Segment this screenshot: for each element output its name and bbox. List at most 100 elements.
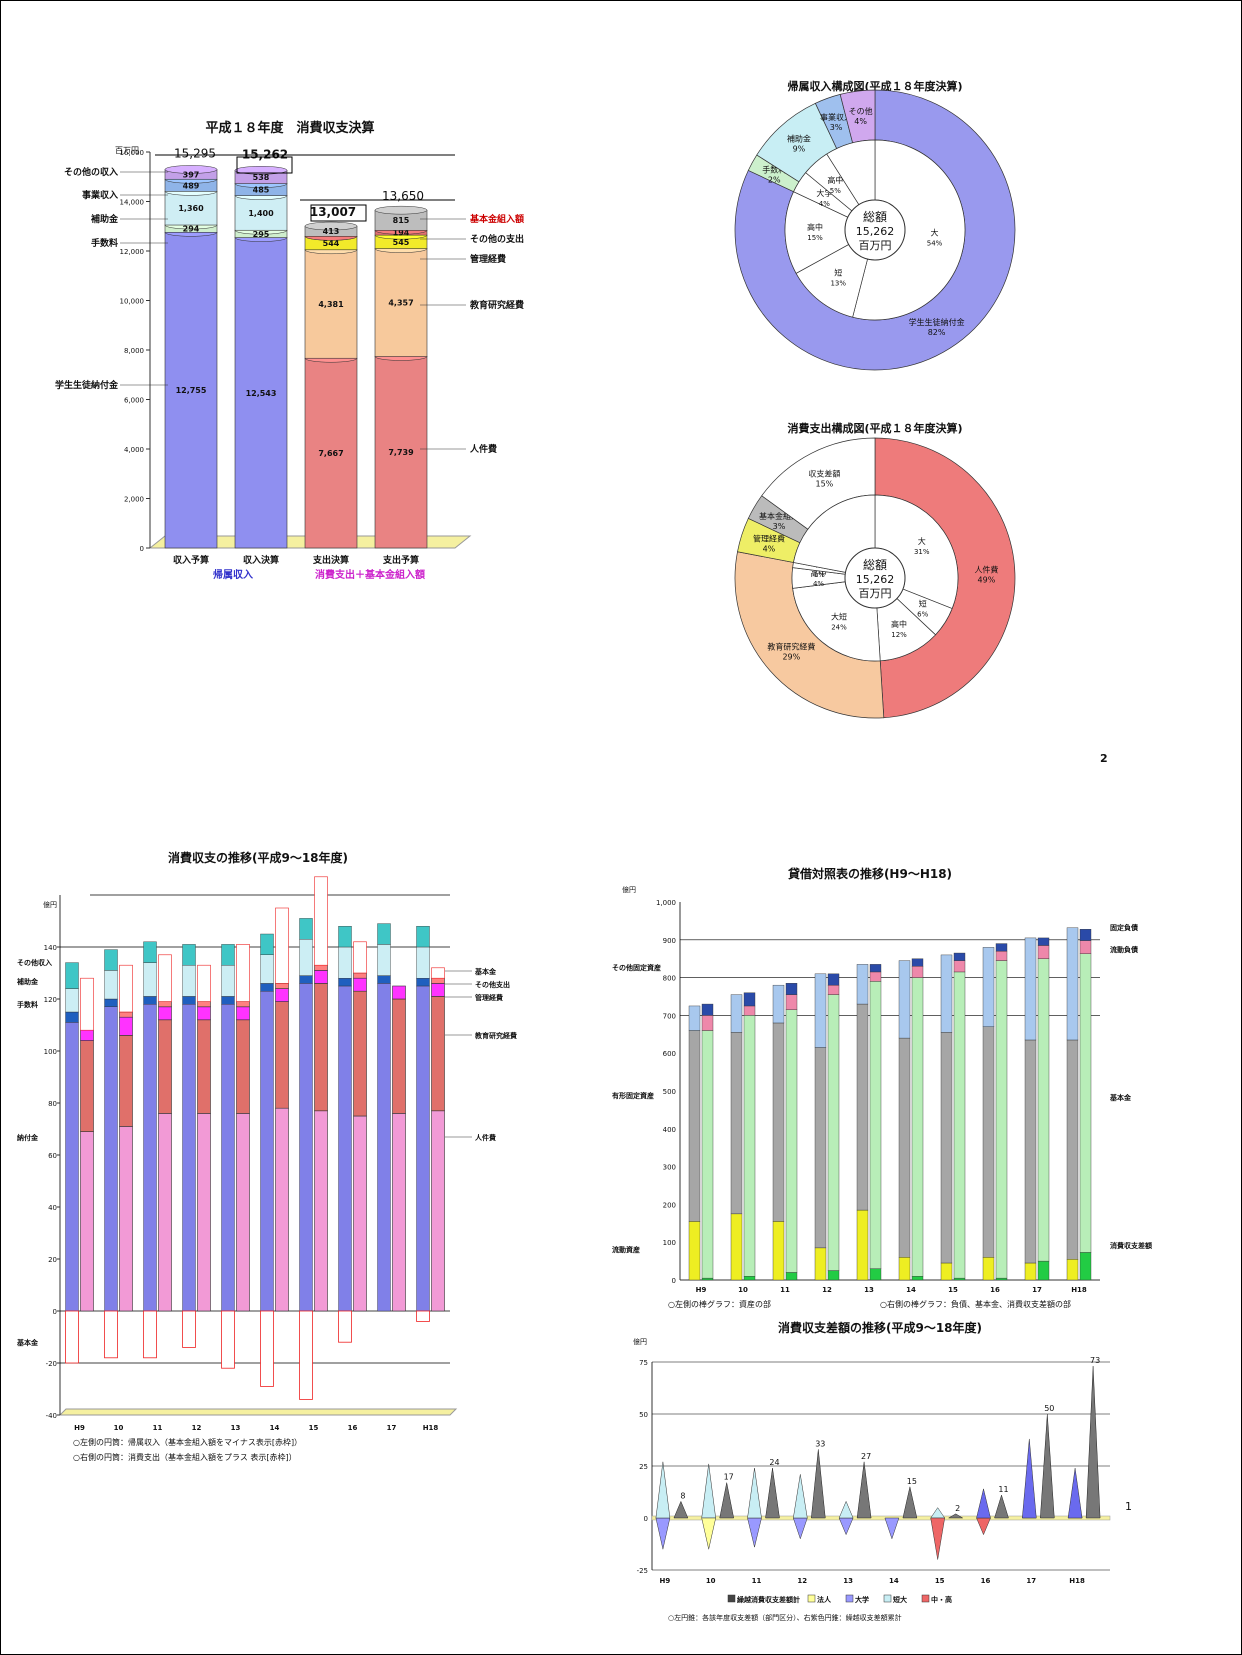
bar-segment (353, 990, 367, 1117)
pie-center (844, 199, 906, 261)
bar-segment (353, 941, 367, 974)
bar-segment (995, 950, 1008, 961)
legend-label: 中・高 (931, 1595, 952, 1604)
footnote: ○左側の円筒：帰属収入（基本金組入額をマイナス表示[赤枠]） (73, 1437, 302, 1447)
bar-segment (374, 356, 428, 549)
bar-segment (221, 964, 235, 997)
x-tick-label: 15 (935, 1577, 945, 1585)
bar-segment (143, 1003, 157, 1312)
bar-segment (314, 964, 328, 971)
bar-segment (1066, 1259, 1079, 1281)
bar-segment (785, 983, 798, 995)
slice-pct: 15% (815, 480, 833, 489)
y-tick-label: 120 (44, 996, 57, 1004)
bar-segment (314, 983, 328, 1112)
chart-title: 帰属収入構成図(平成１８年度決算) (787, 79, 962, 93)
left-annotation: その他の収入 (64, 166, 118, 178)
slice-pct: 49% (978, 575, 996, 584)
cone-component (701, 1517, 717, 1550)
slice-pct: 29% (782, 653, 800, 662)
cumulative-label: 33 (815, 1439, 825, 1448)
x-tick-label: 17 (1026, 1577, 1036, 1585)
bar-segment (1079, 940, 1092, 954)
bar-segment (338, 925, 352, 948)
y-tick-label: 75 (639, 1359, 648, 1367)
bar-total-label: 15,295 (174, 146, 216, 160)
bar-segment (104, 949, 118, 971)
bar-segment (785, 1009, 798, 1273)
data-label: 295 (253, 230, 270, 239)
chart-expense-composition-pie: 消費支出構成図(平成１８年度決算) 人件費 49% 教育研究経費 29% 管理経費 4% 基本… (700, 420, 1200, 740)
bar-segment (392, 985, 406, 1000)
slice-label: その他 (849, 106, 873, 116)
cumulative-label: 17 (724, 1473, 734, 1482)
x-tick-label: 14 (889, 1577, 899, 1585)
x-tick-label: 12 (192, 1424, 202, 1432)
bar-segment (353, 1115, 367, 1312)
bar-segment (260, 990, 274, 1312)
slice-label: 教育研究経費 (767, 642, 815, 652)
bar-negative (260, 1310, 274, 1387)
bar-segment (104, 1006, 118, 1312)
slice-pct: 31% (914, 548, 930, 556)
bar-segment (236, 1001, 250, 1008)
cone-component (838, 1517, 854, 1536)
bar-segment (299, 975, 313, 984)
legend-swatch (921, 1594, 930, 1603)
bar-segment (995, 943, 1008, 952)
legend-swatch (883, 1594, 892, 1603)
group-label: 帰属収入 (213, 568, 253, 581)
cumulative-label: 27 (861, 1452, 871, 1461)
bar-segment (80, 1040, 94, 1132)
center-label: 15,262 (856, 225, 895, 238)
bar-segment (119, 964, 133, 1013)
y-tick-label: 16,000 (120, 149, 145, 157)
chart-income-expense-2006: 平成１８年度 消費収支決算 百万円 0 2,000 4,000 6,000 8,000 10,… (0, 0, 600, 600)
slice-label: 短 (919, 598, 927, 608)
y-tick-label: 80 (48, 1100, 57, 1108)
zero-band (651, 1515, 1111, 1521)
slice-label: 大短 (831, 612, 847, 622)
bar-segment (65, 1011, 79, 1023)
cumulative-label: 73 (1090, 1356, 1100, 1365)
cone-cumulative (765, 1468, 780, 1519)
bar-segment (1024, 937, 1037, 1041)
y-tick-label: 1,000 (656, 899, 676, 907)
bar-negative (104, 1310, 118, 1359)
bar-segment (982, 1026, 995, 1258)
right-annotation: その他支出 (475, 980, 510, 989)
bar-segment (814, 1247, 827, 1281)
bar-segment (869, 1268, 882, 1281)
data-label: 194 (393, 229, 410, 238)
bar-segment (236, 1113, 250, 1312)
slice-pct: 6% (917, 610, 928, 618)
bar-segment (1037, 937, 1050, 946)
data-label: 4,381 (318, 300, 344, 309)
left-annotation: 有形固定資産 (612, 1091, 654, 1100)
y-tick-label: 300 (663, 1164, 676, 1172)
bar-segment-cap (374, 205, 428, 215)
x-tick-label: H18 (1069, 1577, 1085, 1585)
y-tick-label: 12,000 (120, 248, 145, 256)
y-tick-label: 10,000 (120, 298, 145, 306)
y-tick-label: 100 (663, 1239, 676, 1247)
right-annotation: 基本金 (1109, 1093, 1132, 1102)
cone-component (701, 1463, 716, 1519)
slice-label: 短 (834, 267, 842, 277)
bar-segment (827, 1270, 840, 1281)
chart-title: 消費収支の推移(平成9～18年度) (168, 850, 348, 865)
bar-segment (275, 1001, 289, 1109)
cone-cumulative (902, 1486, 918, 1519)
x-tick-label: 13 (231, 1424, 241, 1432)
bar-segment (785, 1272, 798, 1281)
y-tick-label: 4,000 (124, 446, 144, 454)
chart-svg: 消費支出構成図(平成１８年度決算)人件費49%教育研究経費29%管理経費4%基本… (734, 421, 1016, 719)
cone-cumulative (1040, 1413, 1055, 1519)
bar-segment (299, 983, 313, 1312)
bar-segment (814, 1047, 827, 1249)
x-tick-label: H9 (660, 1577, 671, 1585)
bar-segment (119, 1011, 133, 1018)
legend-label: 法人 (817, 1595, 832, 1604)
slice-label: 補助金 (787, 134, 811, 144)
right-annotation: その他の支出 (470, 233, 524, 245)
